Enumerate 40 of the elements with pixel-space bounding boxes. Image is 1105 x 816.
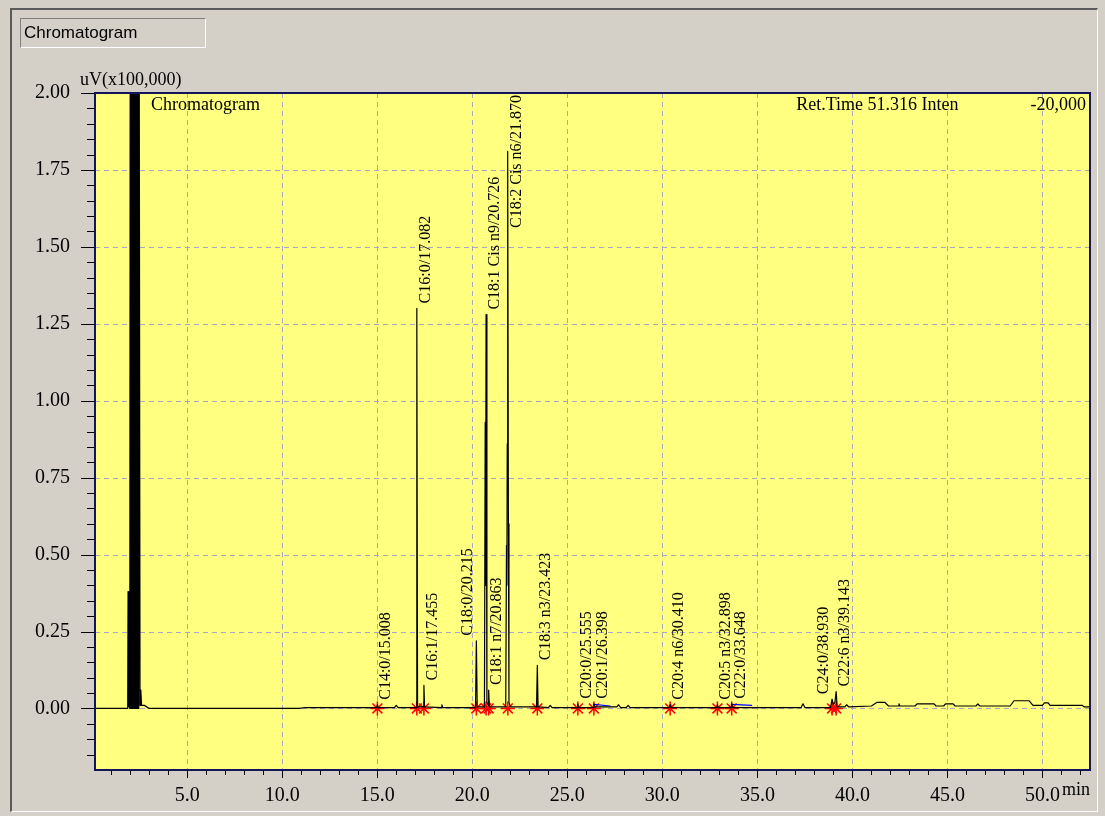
annotation: Chromatogram [151,93,260,114]
annotation: C20:5 n3/32.898 [716,592,734,700]
x-tick-label: 40.0 [834,783,870,806]
y-axis-title: uV(x100,000) [80,68,182,90]
annotation: C14:0/15.008 [376,612,394,700]
y-tick-label: 1.25 [35,311,70,334]
x-tick-label: 25.0 [549,783,585,806]
annotation: C22:6 n3/39.143 [834,578,852,687]
annotation: -20,000 [1030,93,1086,114]
y-tick-label: 0.50 [35,541,70,564]
annotation: C22:0/33.648 [731,611,749,699]
y-tick-label: 1.50 [35,234,70,257]
x-tick-label: 20.0 [454,783,490,806]
y-tick-label: 1.00 [35,387,70,410]
annotation: C24:0/38.930 [813,606,831,695]
annotation: C16:0/17.082 [415,215,433,304]
annotation: C18:1 n7/20.863 [487,577,505,685]
y-tick-label: 2.00 [35,80,70,103]
y-tick-label: 0.00 [35,695,70,718]
x-tick-label: 35.0 [739,783,775,806]
y-tick-label: 0.75 [35,464,70,487]
annotation: C18:3 n3/23.423 [536,552,554,661]
annotation: C18:1 Cis n9/20.726 [484,176,502,310]
annotation: C16:1/17.455 [422,592,440,681]
annotation: Ret.Time 51.316 Inten [796,93,959,114]
x-tick-label: 30.0 [644,783,680,806]
x-axis-title: min [1061,778,1090,799]
chart-title: Chromatogram [20,18,206,48]
annotation: C20:0/25.555 [576,611,594,699]
x-tick-label: 10.0 [264,783,300,806]
x-tick-label: 15.0 [359,783,395,806]
x-tick-label: 5.0 [174,783,200,806]
x-tick-label: 50.0 [1024,783,1060,806]
y-tick-label: 1.75 [35,157,70,180]
x-tick-label: 45.0 [929,783,965,806]
annotation: C20:1/26.398 [592,611,610,699]
annotation: C18:0/20.215 [458,548,476,636]
annotation: C20:4 n6/30.410 [668,592,686,700]
annotation: C18:2 Cis n6/21.870 [506,95,524,228]
y-tick-label: 0.25 [35,618,70,641]
